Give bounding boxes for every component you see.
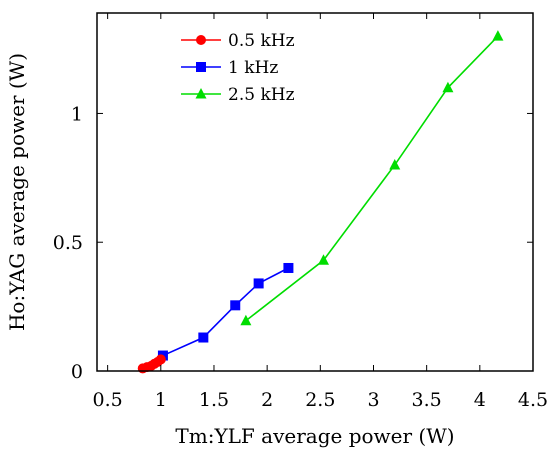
- series-square: [157, 262, 294, 361]
- x-tick-label: 1: [155, 389, 167, 411]
- legend-label: 1 kHz: [228, 58, 278, 78]
- series-line: [245, 35, 499, 322]
- data-point: [442, 81, 454, 93]
- legend-label: 2.5 kHz: [228, 85, 295, 105]
- y-tick-label: 0: [71, 361, 83, 383]
- series-triangle: [240, 30, 504, 326]
- y-tick-label: 0.5: [53, 232, 83, 254]
- x-tick-label: 4: [474, 389, 486, 411]
- data-point: [155, 354, 166, 365]
- data-point: [198, 332, 209, 343]
- series-line: [162, 267, 289, 357]
- legend-marker: [196, 62, 206, 72]
- data-point: [492, 30, 504, 41]
- axes: 0.5 1 1.5 2 2.5 3 3.5 4 4.5 0 0.5 1: [53, 12, 548, 411]
- data-point: [240, 314, 252, 326]
- x-tick-label: 4.5: [518, 389, 548, 411]
- data-point: [253, 278, 264, 289]
- legend-label: 0.5 kHz: [228, 31, 295, 51]
- legend-entry: 0.5 kHz: [181, 31, 295, 51]
- legend-entry: 1 kHz: [181, 58, 278, 78]
- x-tick-label: 3.5: [412, 389, 442, 411]
- data-point: [230, 300, 241, 311]
- x-axis-title: Tm:YLF average power (W): [175, 424, 454, 448]
- data-point: [318, 254, 330, 265]
- x-tick-label: 3: [367, 389, 379, 411]
- legend-entry: 2.5 kHz: [181, 85, 295, 105]
- plot-frame: [96, 12, 534, 372]
- x-tick-label: 2: [261, 389, 273, 411]
- data-point: [283, 262, 294, 273]
- x-tick-label: 1.5: [199, 389, 229, 411]
- y-axis-title: Ho:YAG average power (W): [5, 53, 29, 331]
- legend: 0.5 kHz 1 kHz 2.5 kHz: [181, 31, 295, 105]
- legend-marker: [195, 88, 207, 99]
- y-tick-label: 1: [71, 103, 83, 125]
- legend-marker: [196, 35, 206, 45]
- x-tick-label: 0.5: [93, 389, 123, 411]
- data-point: [389, 158, 401, 170]
- x-tick-label: 2.5: [305, 389, 335, 411]
- plot-area: [137, 30, 504, 374]
